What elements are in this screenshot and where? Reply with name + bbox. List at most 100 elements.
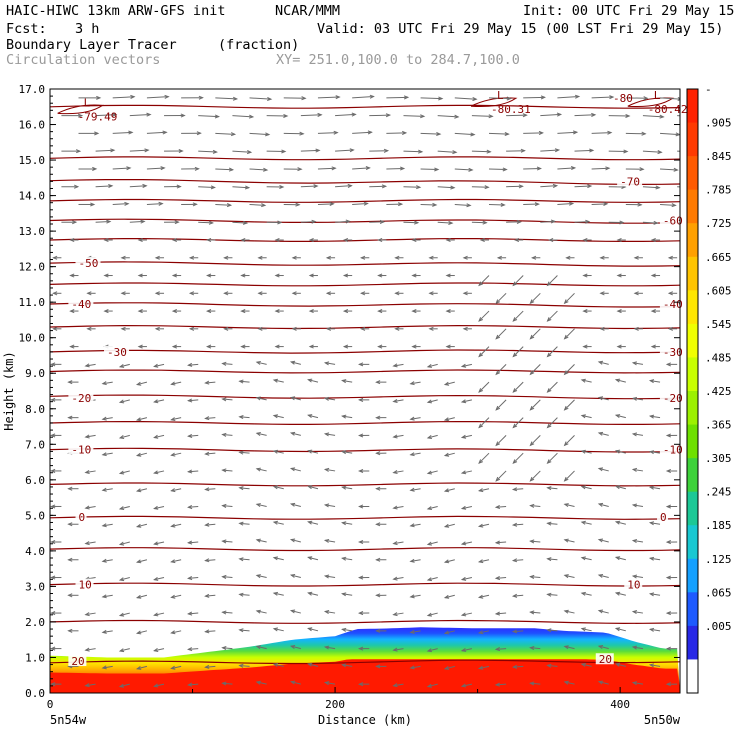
vector-arrowhead [204,451,210,456]
circulation-vector [598,361,609,365]
circulation-vector [393,363,404,367]
vector-arrowhead [323,574,330,579]
vector-arrowhead [50,504,56,509]
circulation-vector [300,149,320,152]
circulation-vector [454,203,471,206]
circulation-vector [564,435,575,446]
circulation-vector [564,681,575,685]
circulation-vector [598,468,609,472]
vector-arrowhead [281,149,287,154]
cross-section-endpoints: XY= 251.0,100.0 to 284.7,100.0 [276,52,520,68]
vector-arrowhead [477,523,484,528]
circulation-vector [632,433,644,436]
vector-arrowhead [478,423,483,429]
circulation-vector [427,399,438,403]
circulation-vector [496,648,507,650]
vector-arrowhead [341,592,347,597]
circulation-vector [352,167,370,170]
vector-arrowhead [616,237,622,243]
vector-arrowhead [103,273,109,278]
circulation-vector [102,381,113,385]
temperature-contour [50,324,680,330]
colorbar: - .905 .845 .785 .725 .665 .605 .545 .485 .425 .36… [686,83,732,694]
vector-arrowhead [291,291,297,296]
vector-arrowhead [616,273,622,278]
vector-arrowhead [101,452,107,457]
vector-arrowhead [659,114,665,119]
vector-arrowhead [170,630,176,635]
vector-arrowhead [342,344,349,349]
vector-arrowhead [329,201,335,206]
circulation-vector [581,521,592,525]
temperature-contour [50,349,680,354]
temperature-contour [50,547,680,552]
temperature-contour [50,619,680,625]
circulation-vector [530,647,541,650]
circulation-vector [581,557,592,561]
vector-arrowhead [84,612,90,617]
vector-arrowhead [648,485,655,490]
circulation-vector [530,682,541,685]
circulation-vector [273,521,284,525]
vector-arrowhead [582,237,588,243]
temperature-contour [50,369,680,374]
circulation-vector [410,665,421,669]
vector-arrowhead [511,522,518,527]
circulation-vector [427,541,438,545]
vector-arrowhead [272,627,279,632]
vector-arrowhead [74,184,80,189]
circulation-vector [427,612,438,616]
vector-arrowhead [204,380,210,385]
circulation-vector [249,168,268,171]
circulation-vector [112,167,131,170]
temperature-contour [50,104,680,109]
vector-arrowhead [375,557,381,562]
vector-arrowhead [445,344,451,349]
vector-arrowhead [221,503,227,508]
circulation-vector [342,664,353,667]
vector-arrowhead [495,299,501,305]
vector-arrowhead [599,291,605,296]
circulation-vector [530,576,541,579]
circulation-vector [632,539,644,543]
temperature-contour [50,582,680,587]
vector-arrowhead [392,612,398,617]
circulation-vector [129,185,147,188]
circulation-vector [632,362,644,365]
field-units: (fraction) [218,37,300,53]
circulation-vector [256,539,267,543]
circulation-vector [642,150,662,153]
vector-arrowhead [323,503,330,508]
circulation-vector [188,434,199,437]
vector-arrowhead [118,648,125,653]
circulation-vector [650,557,661,561]
vector-arrowhead [84,541,90,546]
vector-arrowhead [504,131,510,136]
circulation-vector [616,663,626,667]
vector-arrowhead [84,363,90,368]
vector-arrowhead [67,557,73,562]
circulation-vector [102,452,113,456]
contour-label-bg [75,578,94,590]
vector-arrowhead [377,273,383,278]
vector-arrowhead [401,130,408,136]
circulation-vector [547,558,558,561]
vector-arrowhead [392,363,398,368]
vector-arrowhead [204,416,210,421]
colorbar-label: .185 [705,519,732,532]
circulation-vector [119,541,130,545]
y-axis: 0.0 1.0 2.0 3.0 4.0 5.0 6.0 7.0 8.0 9.0 10.0 11.0 12… [19,83,680,700]
vector-arrowhead [158,201,164,206]
vector-arrowhead [671,203,677,208]
vector-arrowhead [392,469,398,474]
vector-arrowhead [460,612,467,617]
y-tick-label: 5.0 [25,509,45,522]
vector-arrowhead [226,203,233,208]
circulation-vector [291,574,301,579]
vector-arrowhead [228,167,235,172]
vector-arrowhead [495,441,501,447]
vector-arrowhead [377,344,383,349]
vector-arrowhead [426,364,432,368]
vector-arrowhead [582,309,588,314]
circulation-vector [137,559,148,563]
